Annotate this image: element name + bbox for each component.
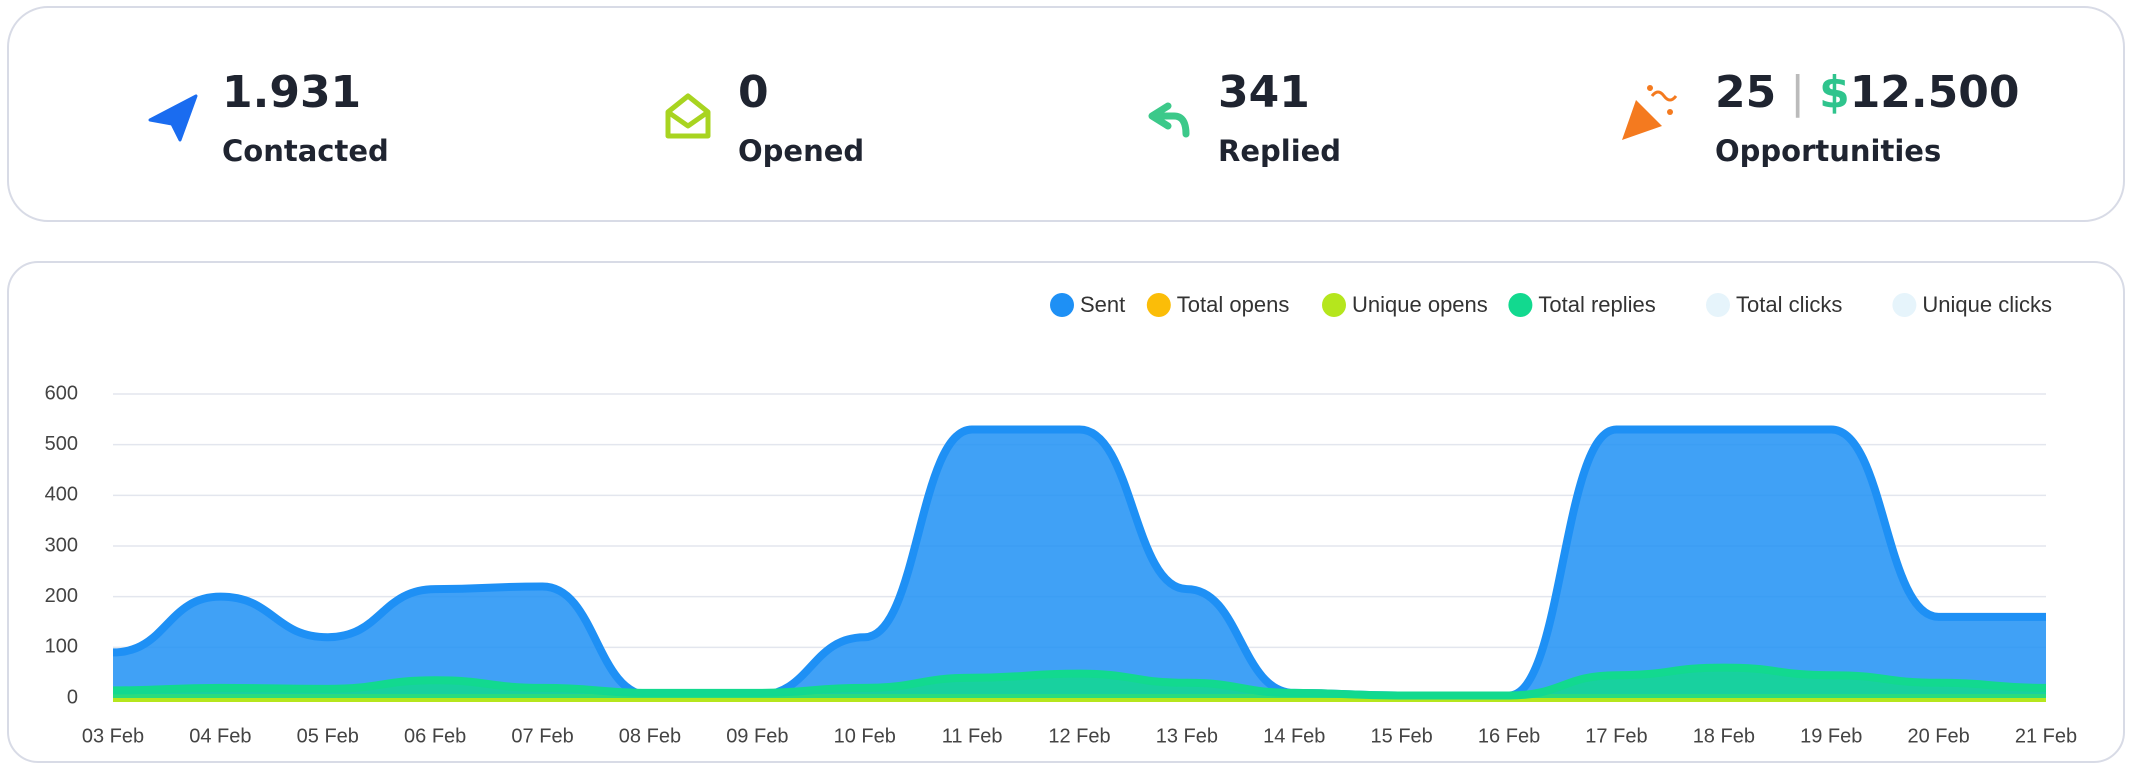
y-tick-label: 100 [45,636,78,658]
stat-label: Opportunities [1715,134,1941,168]
party-icon [1622,85,1678,140]
currency: $ [1819,67,1850,118]
open-icon [665,93,711,139]
series-line [112,663,2047,700]
series-line [112,425,2046,700]
x-tick-label: 17 Feb [1585,725,1647,747]
stat-number: 1.931 [222,67,361,118]
y-tick-label: 0 [67,686,78,708]
stat-value: 25 | $12.500 [1715,67,2019,118]
y-tick-label: 400 [45,484,78,506]
x-tick-label: 16 Feb [1478,725,1540,747]
stat-value: 1.931 [222,67,361,118]
series-area [113,429,2046,698]
legend-label: Total opens [1177,292,1290,317]
x-tick-label: 08 Feb [619,725,681,747]
send-icon [148,94,198,142]
legend-label: Unique opens [1352,292,1488,317]
stat-number: 0 [738,67,769,118]
stat-label: Opened [738,134,864,168]
y-tick-label: 500 [45,433,78,455]
legend-label: Total replies [1538,292,1655,317]
x-tick-label: 20 Feb [1907,725,1969,747]
legend-swatch [1892,293,1917,317]
reply-icon [1148,102,1190,138]
stat-label: Replied [1218,134,1341,168]
stat-value: 0 [738,67,769,118]
amount: 12.500 [1850,67,2020,118]
x-tick-label: 19 Feb [1800,725,1862,747]
y-tick-label: 600 [45,382,78,404]
x-tick-label: 05 Feb [297,725,359,747]
x-tick-label: 04 Feb [189,725,251,747]
y-tick-label: 300 [45,534,78,556]
stat-label: Contacted [222,134,389,168]
x-tick-label: 11 Feb [942,725,1003,747]
x-tick-label: 13 Feb [1156,725,1218,747]
x-tick-label: 06 Feb [404,725,466,747]
legend-label: Total clicks [1736,292,1842,317]
x-tick-label: 15 Feb [1371,725,1433,747]
stats-panel [7,6,2125,222]
legend-swatch [1706,293,1730,317]
x-tick-label: 21 Feb [2015,725,2077,747]
x-tick-label: 09 Feb [726,725,788,747]
legend-swatch [1508,293,1533,317]
x-tick-label: 10 Feb [834,725,896,747]
legend-label: Sent [1080,292,1125,317]
x-tick-label: 18 Feb [1693,725,1755,747]
x-tick-label: 14 Feb [1263,725,1325,747]
stat-number: 341 [1218,67,1310,118]
legend-swatch [1146,293,1171,317]
x-tick-label: 12 Feb [1048,725,1110,747]
x-tick-label: 07 Feb [511,725,573,747]
stat-value: 341 [1218,67,1310,118]
y-tick-label: 200 [45,585,78,607]
legend-swatch [1322,293,1346,317]
legend-swatch [1050,293,1074,317]
separator: | [1790,67,1805,118]
legend-label: Unique clicks [1922,292,2052,317]
x-tick-label: 03 Feb [82,725,144,747]
stat-number: 25 [1715,67,1776,118]
